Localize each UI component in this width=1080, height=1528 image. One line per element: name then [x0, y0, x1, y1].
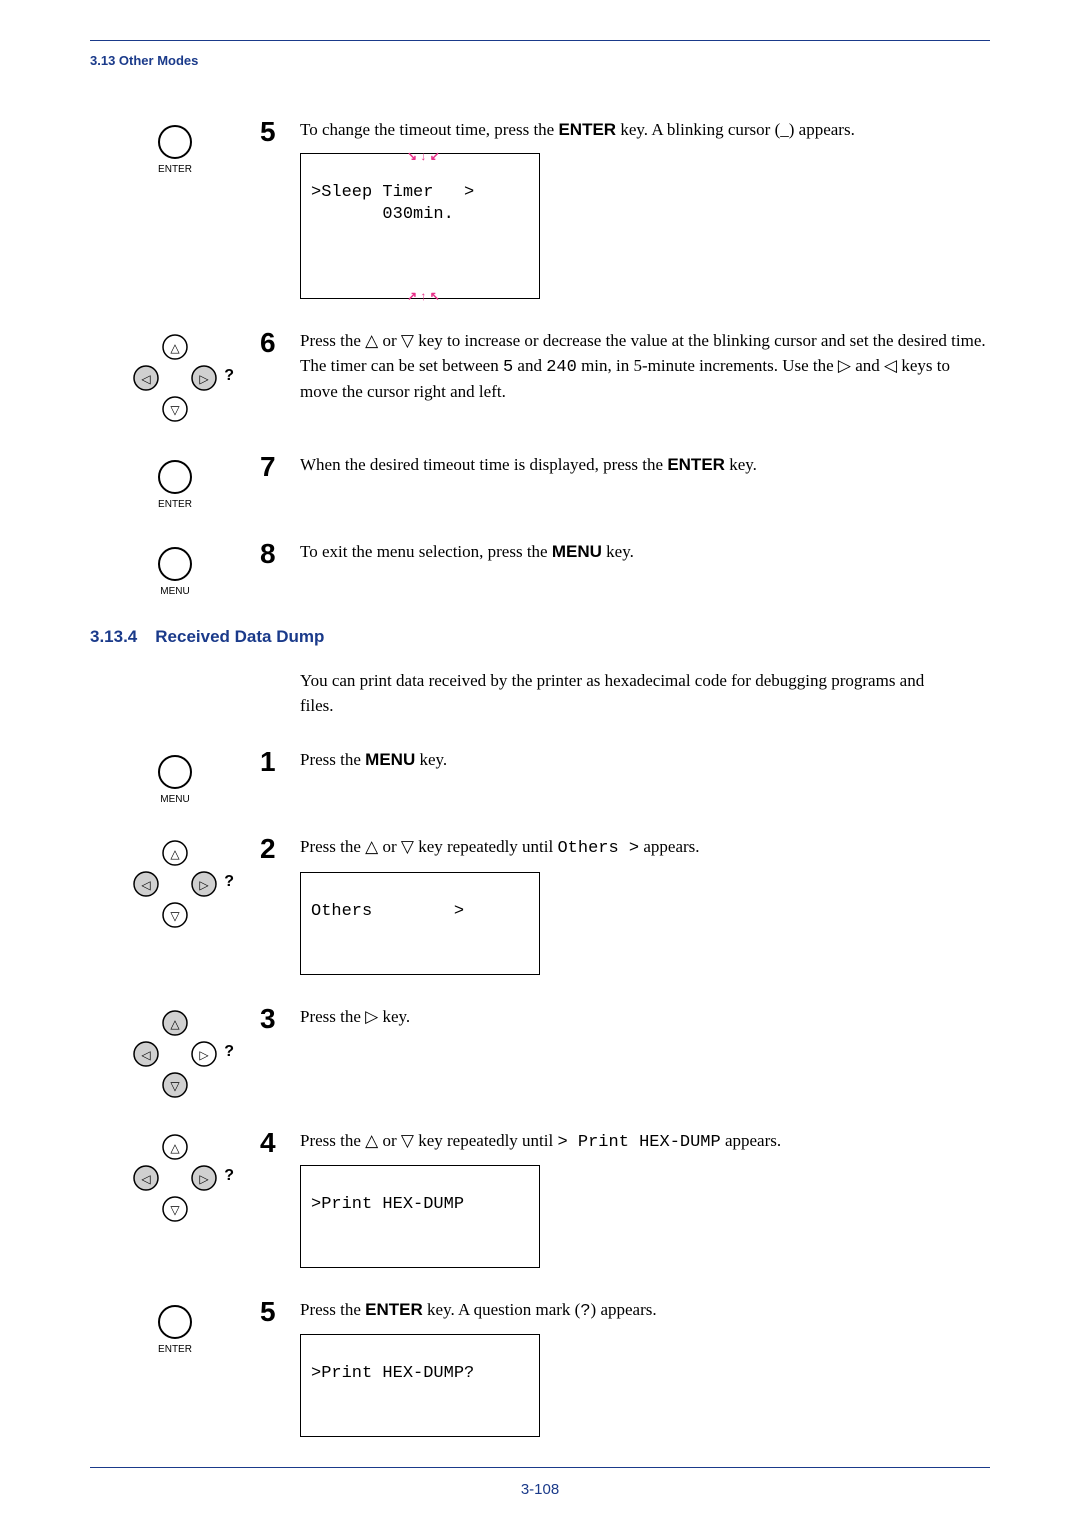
menu-button-icon: MENU [155, 544, 195, 597]
svg-text:◁: ◁ [141, 372, 151, 386]
step-row: △ ◁ ▷ ▽ ? 6 Press the △ or ▽ key to incr… [90, 329, 990, 423]
step-text: Press the ENTER key. A question mark (?)… [300, 1298, 990, 1437]
icon-col: ENTER [90, 1298, 260, 1437]
key-name: ENTER [558, 120, 616, 139]
svg-text:▷: ▷ [199, 372, 209, 386]
section-heading: 3.13.4 Received Data Dump [90, 627, 990, 647]
section-number: 3.13.4 [90, 627, 137, 646]
icon-col: MENU [90, 748, 260, 805]
section-intro: You can print data received by the print… [300, 669, 990, 718]
step-number: 5 [260, 1298, 300, 1437]
svg-text:▷: ▷ [199, 878, 209, 892]
svg-text:△: △ [170, 341, 180, 355]
svg-text:◁: ◁ [141, 878, 151, 892]
section-header: 3.13 Other Modes [90, 53, 990, 68]
step-row: ENTER 5 To change the timeout time, pres… [90, 118, 990, 299]
svg-text:◁: ◁ [141, 1048, 151, 1062]
step-number: 4 [260, 1129, 300, 1268]
icon-col: ENTER [90, 118, 260, 299]
step-text: To change the timeout time, press the EN… [300, 118, 990, 299]
step-row: △ ◁ ▷ ▽ ? 4 Press the △ or ▽ key repeate… [90, 1129, 990, 1268]
question-mark-icon: ? [224, 367, 234, 385]
step-row: MENU 8 To exit the menu selection, press… [90, 540, 990, 597]
step-row: △ ◁ ▷ ▽ ? 2 Press the △ or ▽ key repeate… [90, 835, 990, 974]
icon-col: △ ◁ ▷ ▽ ? [90, 835, 260, 974]
svg-text:◁: ◁ [141, 1172, 151, 1186]
question-mark-icon: ? [224, 873, 234, 891]
step-text: Press the △ or ▽ key repeatedly until Ot… [300, 835, 990, 974]
question-mark-icon: ? [224, 1167, 234, 1185]
blink-arrows-top: ↘ ↓ ↙ [407, 152, 440, 160]
dpad-icon: △ ◁ ▷ ▽ ? [120, 333, 230, 423]
svg-text:△: △ [170, 847, 180, 861]
svg-text:▽: ▽ [170, 1079, 180, 1093]
enter-button-icon: ENTER [155, 1302, 195, 1355]
enter-button-icon: ENTER [155, 122, 195, 175]
enter-label: ENTER [158, 1344, 192, 1355]
svg-text:▽: ▽ [170, 403, 180, 417]
icon-col: ENTER [90, 453, 260, 510]
step-number: 6 [260, 329, 300, 423]
step-number: 7 [260, 453, 300, 510]
step-number: 3 [260, 1005, 300, 1099]
enter-label: ENTER [158, 499, 192, 510]
enter-button-icon: ENTER [155, 457, 195, 510]
svg-text:▽: ▽ [170, 909, 180, 923]
step-text: When the desired timeout time is display… [300, 453, 990, 510]
bottom-rule [90, 1467, 990, 1468]
lcd-display: Others > [300, 872, 540, 974]
step-row: △ ◁ ▷ ▽ ? 3 Press the ▷ key. [90, 1005, 990, 1099]
key-name: ENTER [365, 1300, 423, 1319]
svg-text:▷: ▷ [199, 1048, 209, 1062]
step-text: Press the △ or ▽ key repeatedly until > … [300, 1129, 990, 1268]
step-number: 8 [260, 540, 300, 597]
key-name: MENU [365, 750, 415, 769]
svg-text:▷: ▷ [199, 1172, 209, 1186]
step-text: Press the △ or ▽ key to increase or decr… [300, 329, 990, 423]
dpad-icon: △ ◁ ▷ ▽ ? [120, 1133, 230, 1223]
menu-label: MENU [160, 586, 189, 597]
key-name: ENTER [667, 455, 725, 474]
step-row: ENTER 5 Press the ENTER key. A question … [90, 1298, 990, 1437]
dpad-icon: △ ◁ ▷ ▽ ? [120, 1009, 230, 1099]
enter-label: ENTER [158, 164, 192, 175]
menu-button-icon: MENU [155, 752, 195, 805]
svg-text:△: △ [170, 1017, 180, 1031]
step-text: Press the ▷ key. [300, 1005, 990, 1099]
page-number: 3-108 [0, 1481, 1080, 1498]
lcd-display: >Print HEX-DUMP? [300, 1334, 540, 1436]
top-rule [90, 40, 990, 41]
svg-text:▽: ▽ [170, 1203, 180, 1217]
icon-col: MENU [90, 540, 260, 597]
dpad-icon: △ ◁ ▷ ▽ ? [120, 839, 230, 929]
step-row: ENTER 7 When the desired timeout time is… [90, 453, 990, 510]
icon-col: △ ◁ ▷ ▽ ? [90, 1129, 260, 1268]
step-text: To exit the menu selection, press the ME… [300, 540, 990, 597]
icon-col: △ ◁ ▷ ▽ ? [90, 1005, 260, 1099]
page: 3.13 Other Modes ENTER 5 To change the t… [0, 0, 1080, 1437]
step-number: 1 [260, 748, 300, 805]
section-title: Received Data Dump [155, 627, 324, 646]
question-mark-icon: ? [224, 1043, 234, 1061]
icon-col: △ ◁ ▷ ▽ ? [90, 329, 260, 423]
step-text: Press the MENU key. [300, 748, 990, 805]
step-number: 2 [260, 835, 300, 974]
lcd-display: >Sleep Timer > 030min. ↘ ↓ ↙ ↗ ↑ ↖ [300, 153, 540, 300]
key-name: MENU [552, 542, 602, 561]
menu-label: MENU [160, 794, 189, 805]
step-number: 5 [260, 118, 300, 299]
lcd-display: >Print HEX-DUMP [300, 1165, 540, 1267]
svg-text:△: △ [170, 1141, 180, 1155]
blink-arrows-bot: ↗ ↑ ↖ [407, 292, 440, 300]
step-row: MENU 1 Press the MENU key. [90, 748, 990, 805]
